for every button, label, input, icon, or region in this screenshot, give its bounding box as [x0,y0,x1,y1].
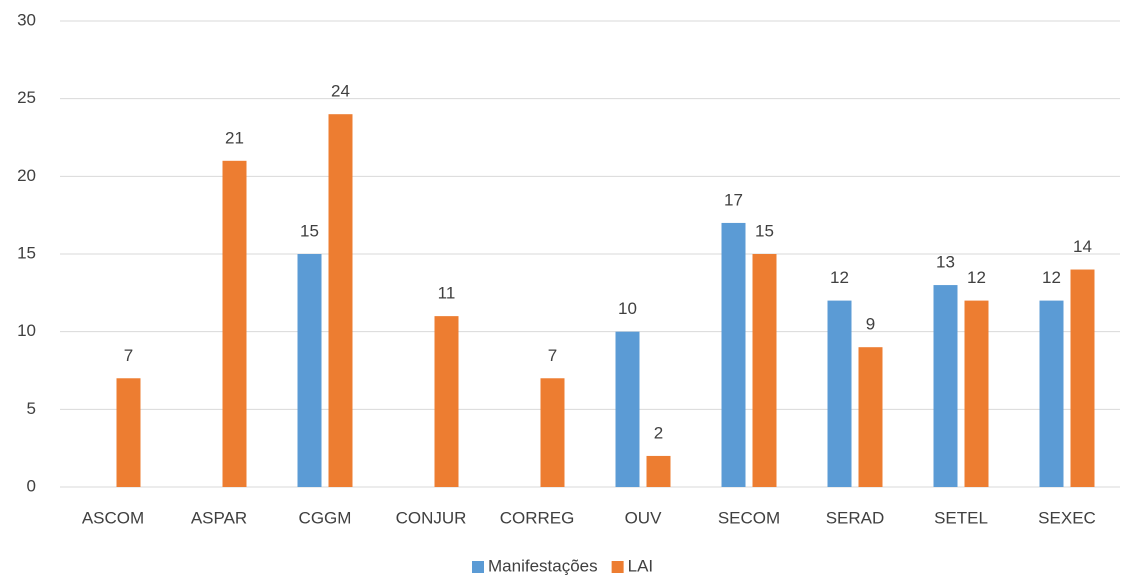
bar [1070,269,1095,487]
data-label: 12 [1042,268,1061,287]
y-tick-label: 20 [17,166,36,185]
x-tick-label: ASCOM [82,508,144,527]
data-label: 7 [124,346,133,365]
y-tick-label: 0 [27,476,36,495]
legend-swatch [611,561,624,573]
data-label: 24 [331,82,350,101]
bar [434,316,459,487]
data-label: 14 [1073,237,1092,256]
legend-label: LAI [628,556,654,575]
y-tick-label: 15 [17,243,36,262]
data-label: 13 [936,253,955,272]
x-tick-label: ASPAR [191,508,247,527]
data-label: 12 [967,268,986,287]
y-tick-label: 30 [17,10,36,29]
x-tick-label: CGGM [299,508,352,527]
legend-label: Manifestações [488,556,598,575]
bar [964,300,989,487]
data-label: 10 [618,299,637,318]
data-label: 17 [724,190,743,209]
x-tick-label: CONJUR [396,508,467,527]
bar [297,254,322,487]
bar [540,378,565,487]
bar [933,285,958,487]
bar [827,300,852,487]
bar [615,331,640,487]
x-tick-label: SERAD [826,508,885,527]
data-label: 9 [866,315,875,334]
bar [328,114,353,487]
x-tick-label: CORREG [500,508,575,527]
x-tick-label: SETEL [934,508,988,527]
y-tick-label: 25 [17,88,36,107]
bar [721,222,746,487]
bar [646,455,671,487]
data-label: 11 [438,284,456,303]
data-label: 2 [654,423,663,442]
x-tick-label: SECOM [718,508,780,527]
bar [858,347,883,487]
data-label: 12 [830,268,849,287]
bar [222,160,247,488]
data-label: 15 [755,221,774,240]
data-label: 15 [300,221,319,240]
x-tick-label: OUV [625,508,663,527]
bar [116,378,141,487]
data-label: 7 [548,346,557,365]
y-tick-label: 5 [27,399,36,418]
x-tick-label: SEXEC [1038,508,1096,527]
bar [752,254,777,487]
legend-swatch [472,561,484,573]
y-tick-label: 10 [17,321,36,340]
bar [1039,300,1064,487]
data-label: 21 [225,128,244,147]
